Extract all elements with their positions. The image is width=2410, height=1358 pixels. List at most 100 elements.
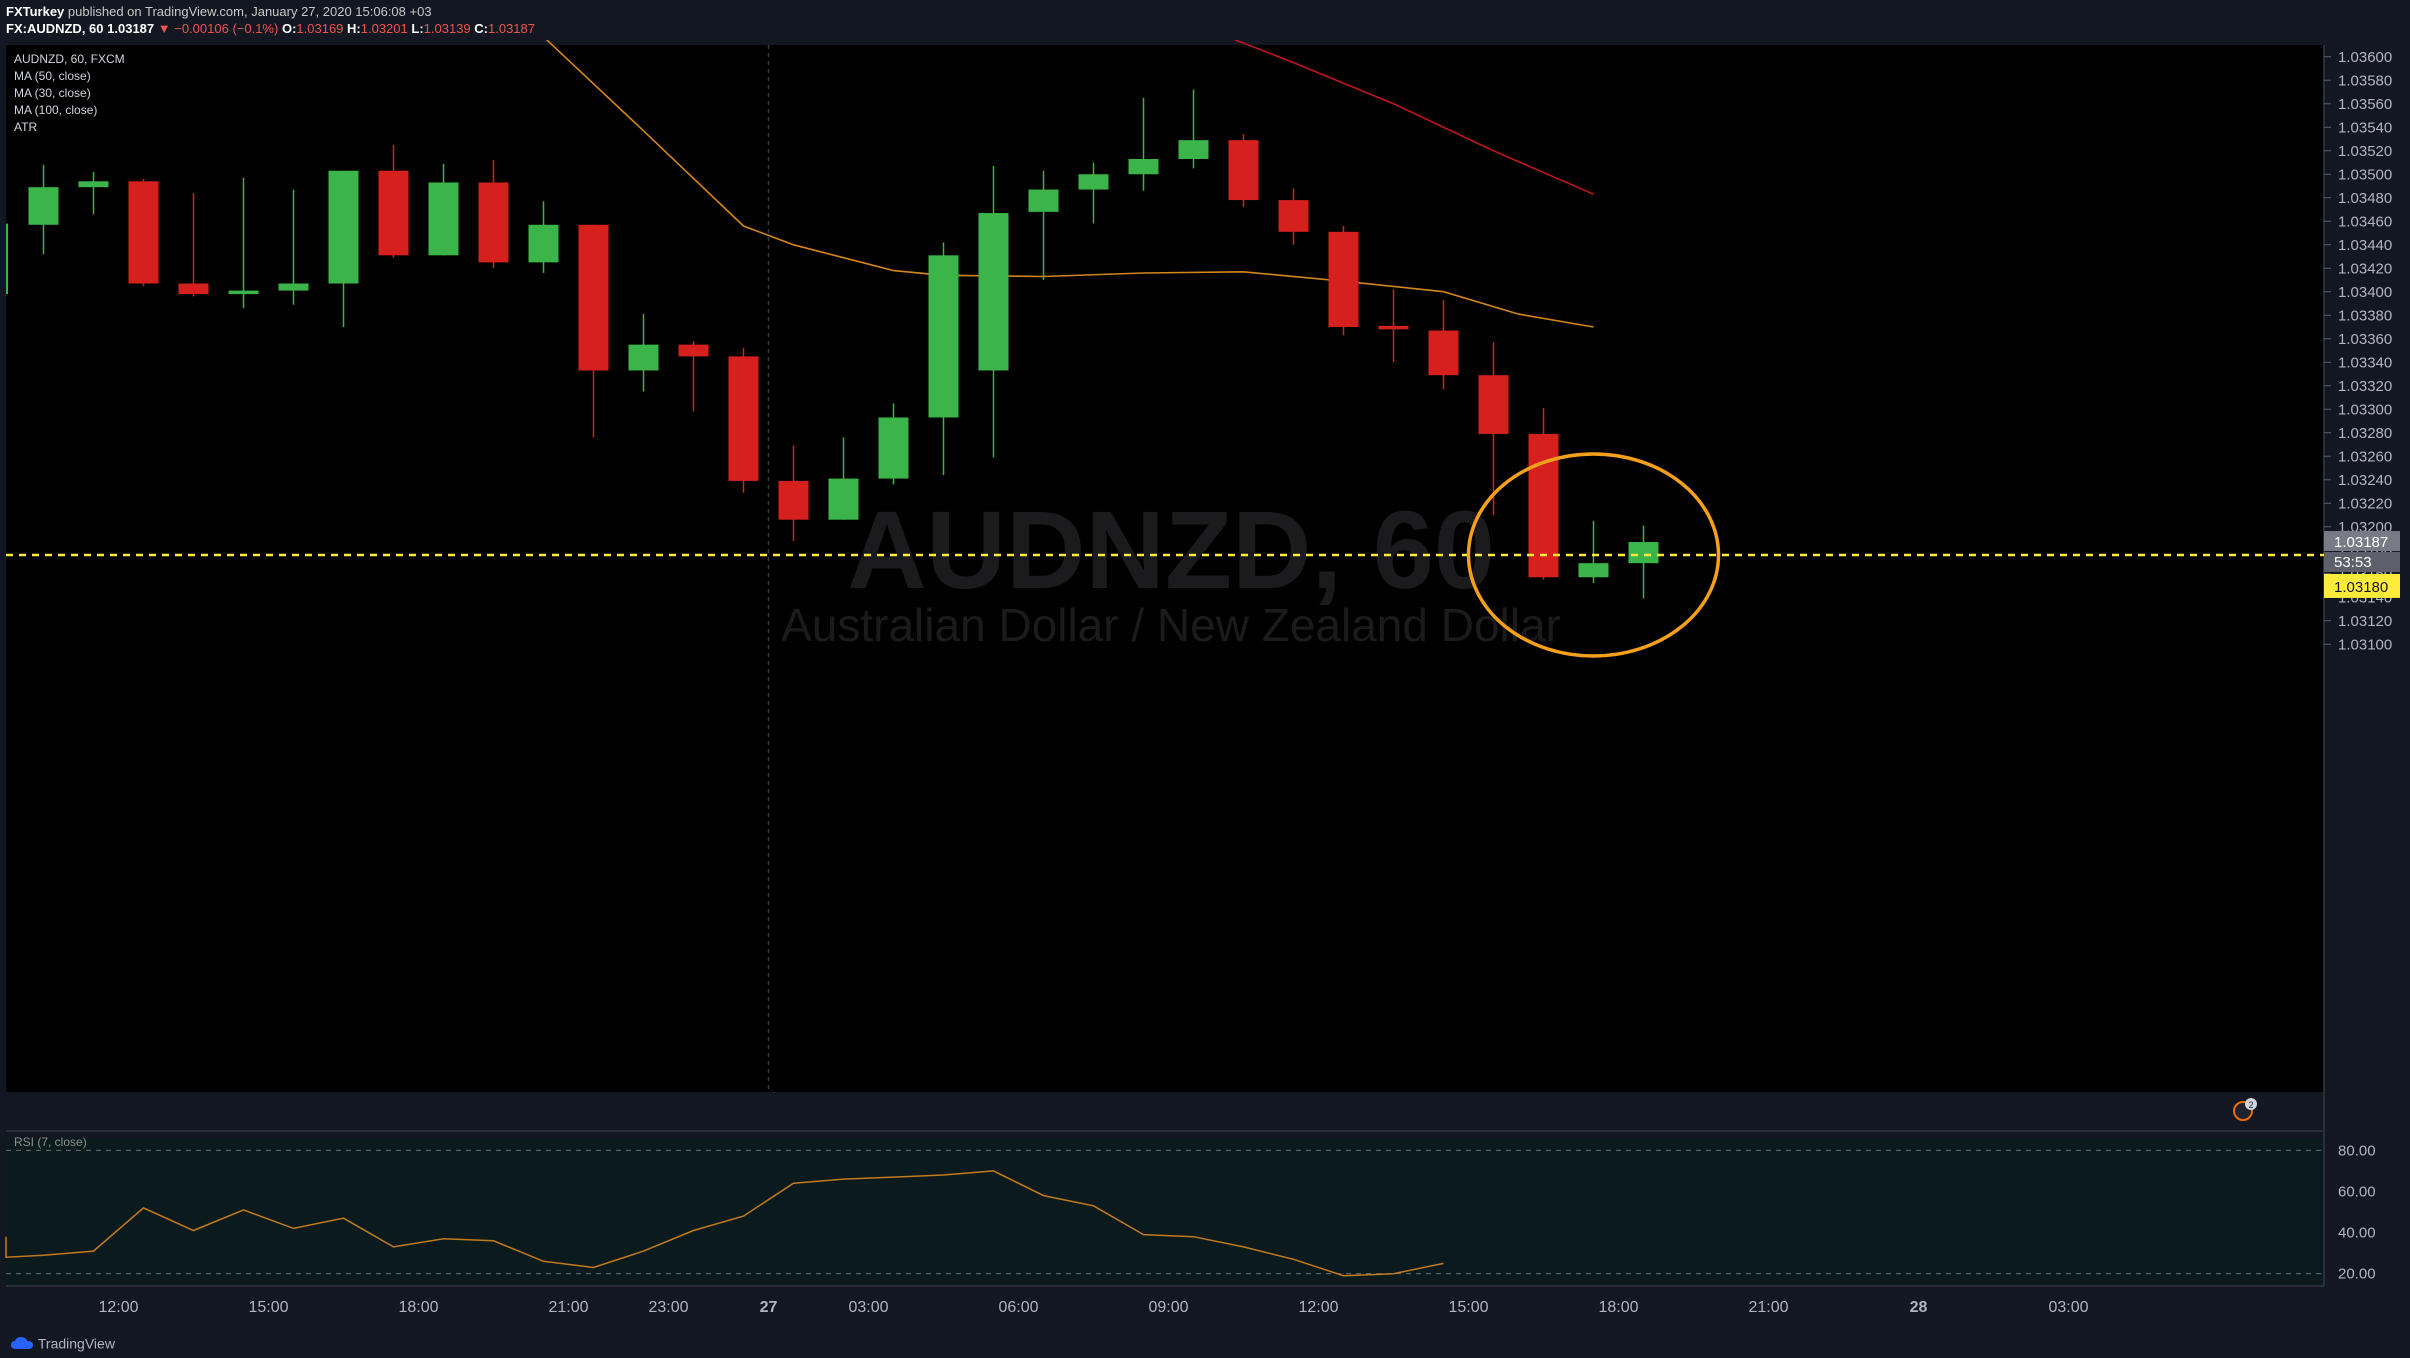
candle-body-up[interactable]: [978, 213, 1009, 371]
price-tick-label: 1.03600: [2338, 49, 2392, 66]
published-text: published on TradingView.com, January 27…: [64, 4, 432, 19]
price-chart[interactable]: AUDNZD, 60 Australian Dollar / New Zeala…: [0, 40, 2410, 1327]
candle-body-down[interactable]: [778, 480, 809, 520]
candle-body-up[interactable]: [1078, 174, 1109, 190]
svg-text:2: 2: [2248, 1100, 2253, 1110]
close-label: C:: [474, 21, 488, 36]
candle-body-up[interactable]: [428, 182, 459, 256]
candle-body-down[interactable]: [728, 356, 759, 481]
symbol-quote-line: FX:AUDNZD, 60 1.03187 ▼ −0.00106 (−0.1%)…: [6, 21, 535, 36]
legend-item-ma100[interactable]: MA (100, close): [14, 103, 98, 117]
candle-body-down[interactable]: [478, 182, 509, 263]
candle-body-up[interactable]: [28, 187, 59, 225]
candle-body-down[interactable]: [1278, 200, 1309, 232]
candle-body-down[interactable]: [378, 170, 409, 256]
time-tick-label: 23:00: [648, 1299, 688, 1316]
candle-body-down[interactable]: [678, 344, 709, 357]
time-tick-label: 15:00: [248, 1299, 288, 1316]
time-tick-label: 28: [1910, 1299, 1928, 1316]
rsi-indicator[interactable]: 80.00 60.00 40.00 20.00: [5, 1142, 2376, 1283]
publish-info: FXTurkey published on TradingView.com, J…: [6, 4, 432, 19]
close-value: 1.03187: [488, 21, 535, 36]
price-tick-label: 1.03540: [2338, 119, 2392, 136]
price-axis[interactable]: 1.031001.031201.031401.031601.031801.032…: [2324, 49, 2400, 654]
candle-body-down[interactable]: [128, 181, 159, 284]
rsi-tick-label: 60.00: [2338, 1183, 2376, 1200]
time-tick-label: 21:00: [548, 1299, 588, 1316]
candle-body-up[interactable]: [1128, 158, 1159, 175]
legend-item-ma50[interactable]: MA (50, close): [14, 69, 91, 83]
candle-body-up[interactable]: [328, 170, 359, 284]
time-tick-label: 27: [760, 1299, 778, 1316]
price-tick-label: 1.03280: [2338, 425, 2392, 442]
candle-body-up[interactable]: [278, 283, 309, 291]
price-tick-label: 1.03120: [2338, 613, 2392, 630]
time-axis[interactable]: 009:0012:0015:0018:0021:0023:002703:0006…: [0, 1299, 2089, 1316]
symbol-name: FX:AUDNZD, 60: [6, 21, 104, 36]
candle-body-up[interactable]: [1028, 189, 1059, 212]
countdown-badge: [2324, 552, 2400, 573]
candle-body-up[interactable]: [1178, 140, 1209, 159]
rsi-tick-label: 80.00: [2338, 1142, 2376, 1159]
candle-body-up[interactable]: [78, 181, 109, 188]
candle-body-down[interactable]: [1428, 330, 1459, 376]
time-tick-label: 06:00: [998, 1299, 1038, 1316]
time-tick-label: 12:00: [1298, 1299, 1338, 1316]
footer-brand-label: TradingView: [37, 1335, 115, 1352]
time-tick-label: 09:00: [1148, 1299, 1188, 1316]
candle-body-up[interactable]: [828, 478, 859, 520]
rsi-label[interactable]: RSI (7, close): [14, 1135, 87, 1149]
price-tick-label: 1.03560: [2338, 96, 2392, 113]
candle-body-down[interactable]: [1228, 140, 1259, 201]
price-tick-label: 1.03440: [2338, 237, 2392, 254]
price-tick-label: 1.03420: [2338, 260, 2392, 277]
time-tick-label: 18:00: [1598, 1299, 1638, 1316]
candle-body-up[interactable]: [528, 224, 559, 263]
candle-body-up[interactable]: [1578, 563, 1609, 578]
time-tick-label: 03:00: [848, 1299, 888, 1316]
price-tick-label: 1.03260: [2338, 448, 2392, 465]
ma-red-line: [1233, 40, 1594, 195]
tradingview-logo[interactable]: TradingView: [10, 1334, 115, 1351]
legend-item-atr[interactable]: ATR: [14, 120, 38, 134]
highlight-ellipse[interactable]: [1466, 452, 1721, 658]
open-label: O:: [281, 21, 297, 36]
current-price-badge: [2324, 531, 2400, 552]
open-value: 1.03169: [296, 21, 344, 36]
horizontal-line-badge: [2324, 573, 2400, 598]
footer: TradingView: [0, 1327, 2410, 1358]
candle-body-down[interactable]: [1378, 325, 1409, 330]
rsi-pane-background: [6, 1138, 2324, 1286]
price-tick-label: 1.03580: [2338, 72, 2392, 89]
price-tick-label: 1.03320: [2338, 378, 2392, 395]
candle-body-up[interactable]: [1628, 542, 1659, 564]
candle-body-up[interactable]: [878, 417, 909, 479]
candle-body-down[interactable]: [178, 283, 209, 295]
candle-body-down[interactable]: [578, 224, 609, 371]
candle-body-down[interactable]: [1478, 375, 1509, 434]
candle-body-up[interactable]: [228, 290, 259, 295]
overlays[interactable]: [6, 452, 2324, 658]
candle-body-up[interactable]: [628, 344, 659, 371]
price-tick-label: 1.03220: [2338, 495, 2392, 512]
time-tick-label: 21:00: [1748, 1299, 1788, 1316]
alert-icon[interactable]: 2: [2233, 1098, 2257, 1121]
high-label: H:: [347, 21, 361, 36]
legend-item-ma30[interactable]: MA (30, close): [14, 86, 91, 100]
time-tick-label: 12:00: [98, 1299, 138, 1316]
rsi-tick-label: 40.00: [2338, 1225, 2376, 1242]
rsi-tick-label: 20.00: [2338, 1266, 2376, 1283]
price-tick-label: 1.03480: [2338, 190, 2392, 207]
current-price-label: 1.03187: [2334, 534, 2388, 551]
candles[interactable]: [6, 89, 1659, 599]
price-tick-label: 1.03340: [2338, 354, 2392, 371]
candle-body-up[interactable]: [928, 255, 959, 418]
publisher-name[interactable]: FXTurkey: [6, 4, 65, 19]
watermark-description: Australian Dollar / New Zealand Dollar: [781, 599, 1561, 651]
low-value: 1.03139: [423, 21, 471, 36]
price-tick-label: 1.03300: [2338, 401, 2392, 418]
time-tick-label: 03:00: [2048, 1299, 2088, 1316]
candle-body-down[interactable]: [1328, 231, 1359, 327]
price-tick-label: 1.03360: [2338, 331, 2392, 348]
legend-title[interactable]: AUDNZD, 60, FXCM: [14, 52, 125, 66]
